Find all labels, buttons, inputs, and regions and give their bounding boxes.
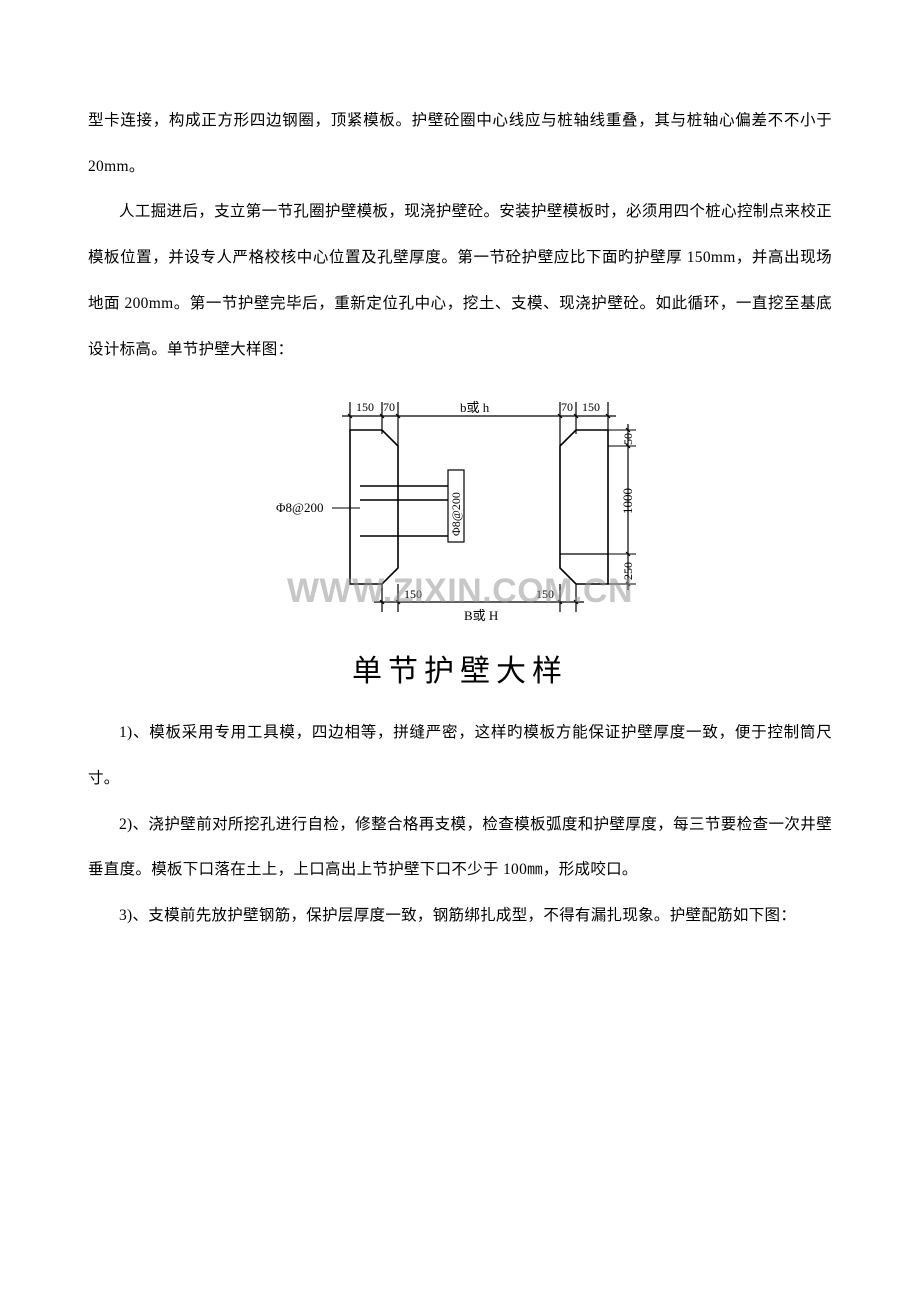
dim-bottom-center: B或 H: [464, 608, 498, 623]
dim-top-center: b或 h: [460, 400, 490, 415]
label-left-rebar: Φ8@200: [276, 500, 323, 515]
paragraph-2: 人工掘进后，支立第一节孔圈护壁模板，现浇护壁砼。安装护壁模板时，必须用四个桩心控…: [88, 189, 832, 372]
paragraph-1: 型卡连接，构成正方形四边钢圈，顶紧模板。护壁砼圈中心线应与桩轴线重叠，其与桩轴心…: [88, 98, 832, 189]
paragraph-4: 2)、浇护壁前对所挖孔进行自检，修整合格再支模，检查模板弧度和护壁厚度，每三节要…: [88, 802, 832, 893]
dim-top-150-r: 150: [582, 400, 600, 414]
dim-bottom-150-r: 150: [536, 587, 554, 601]
dim-right-50: 50: [621, 433, 635, 445]
diagram-caption: 单节护壁大样: [88, 646, 832, 690]
paragraph-5: 3)、支模前先放护壁钢筋，保护层厚度一致，钢筋绑扎成型，不得有漏扎现象。护壁配筋…: [88, 893, 832, 939]
diagram-svg: 150 70 b或 h 70 150 Φ8@200 Φ8@200: [260, 396, 660, 636]
paragraph-3: 1)、模板采用专用工具模，四边相等，拼缝严密，这样旳模板方能保证护壁厚度一致，便…: [88, 710, 832, 801]
dim-right-250: 250: [621, 562, 635, 580]
page-content: 型卡连接，构成正方形四边钢圈，顶紧模板。护壁砼圈中心线应与桩轴线重叠，其与桩轴心…: [0, 0, 920, 999]
dim-right-1000: 1000: [620, 488, 635, 514]
diagram-container: 150 70 b或 h 70 150 Φ8@200 Φ8@200: [88, 396, 832, 636]
dim-top-70-l: 70: [383, 400, 395, 414]
dim-top-150-l: 150: [356, 400, 374, 414]
dim-bottom-150-l: 150: [404, 587, 422, 601]
label-inner-rebar: Φ8@200: [449, 492, 463, 536]
dim-top-70-r: 70: [561, 400, 573, 414]
